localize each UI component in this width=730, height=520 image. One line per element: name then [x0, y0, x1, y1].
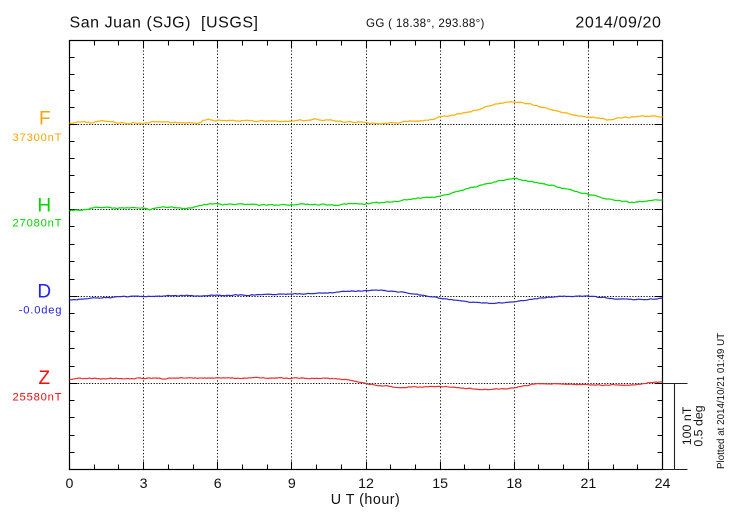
svg-text:15: 15 — [432, 476, 448, 492]
svg-text:3: 3 — [140, 476, 148, 492]
svg-text:12: 12 — [358, 476, 374, 492]
svg-text:D: D — [37, 281, 51, 302]
svg-text:-0.0deg: -0.0deg — [19, 305, 63, 317]
svg-text:San Juan (SJG) [USGS]: San Juan (SJG) [USGS] — [70, 15, 259, 32]
svg-text:0.5 deg: 0.5 deg — [692, 405, 706, 446]
svg-text:H: H — [37, 195, 51, 216]
svg-text:U T (hour): U T (hour) — [331, 492, 401, 508]
svg-text:Plotted at 2014/10/21 01:49 UT: Plotted at 2014/10/21 01:49 UT — [716, 333, 727, 469]
svg-text:2014/09/20: 2014/09/20 — [575, 15, 661, 32]
svg-text:F: F — [39, 108, 51, 129]
svg-text:0: 0 — [66, 476, 74, 492]
svg-text:Z: Z — [38, 368, 50, 389]
svg-text:9: 9 — [288, 476, 296, 492]
svg-text:25580nT: 25580nT — [13, 391, 63, 403]
svg-text:24: 24 — [655, 476, 671, 492]
svg-text:27080nT: 27080nT — [13, 217, 63, 229]
svg-text:18: 18 — [506, 476, 522, 492]
svg-text:21: 21 — [580, 476, 596, 492]
svg-text:GG ( 18.38°, 293.88°): GG ( 18.38°, 293.88°) — [366, 17, 485, 30]
svg-text:100 nT: 100 nT — [680, 406, 694, 445]
svg-text:6: 6 — [214, 476, 222, 492]
svg-text:37300nT: 37300nT — [13, 132, 63, 144]
